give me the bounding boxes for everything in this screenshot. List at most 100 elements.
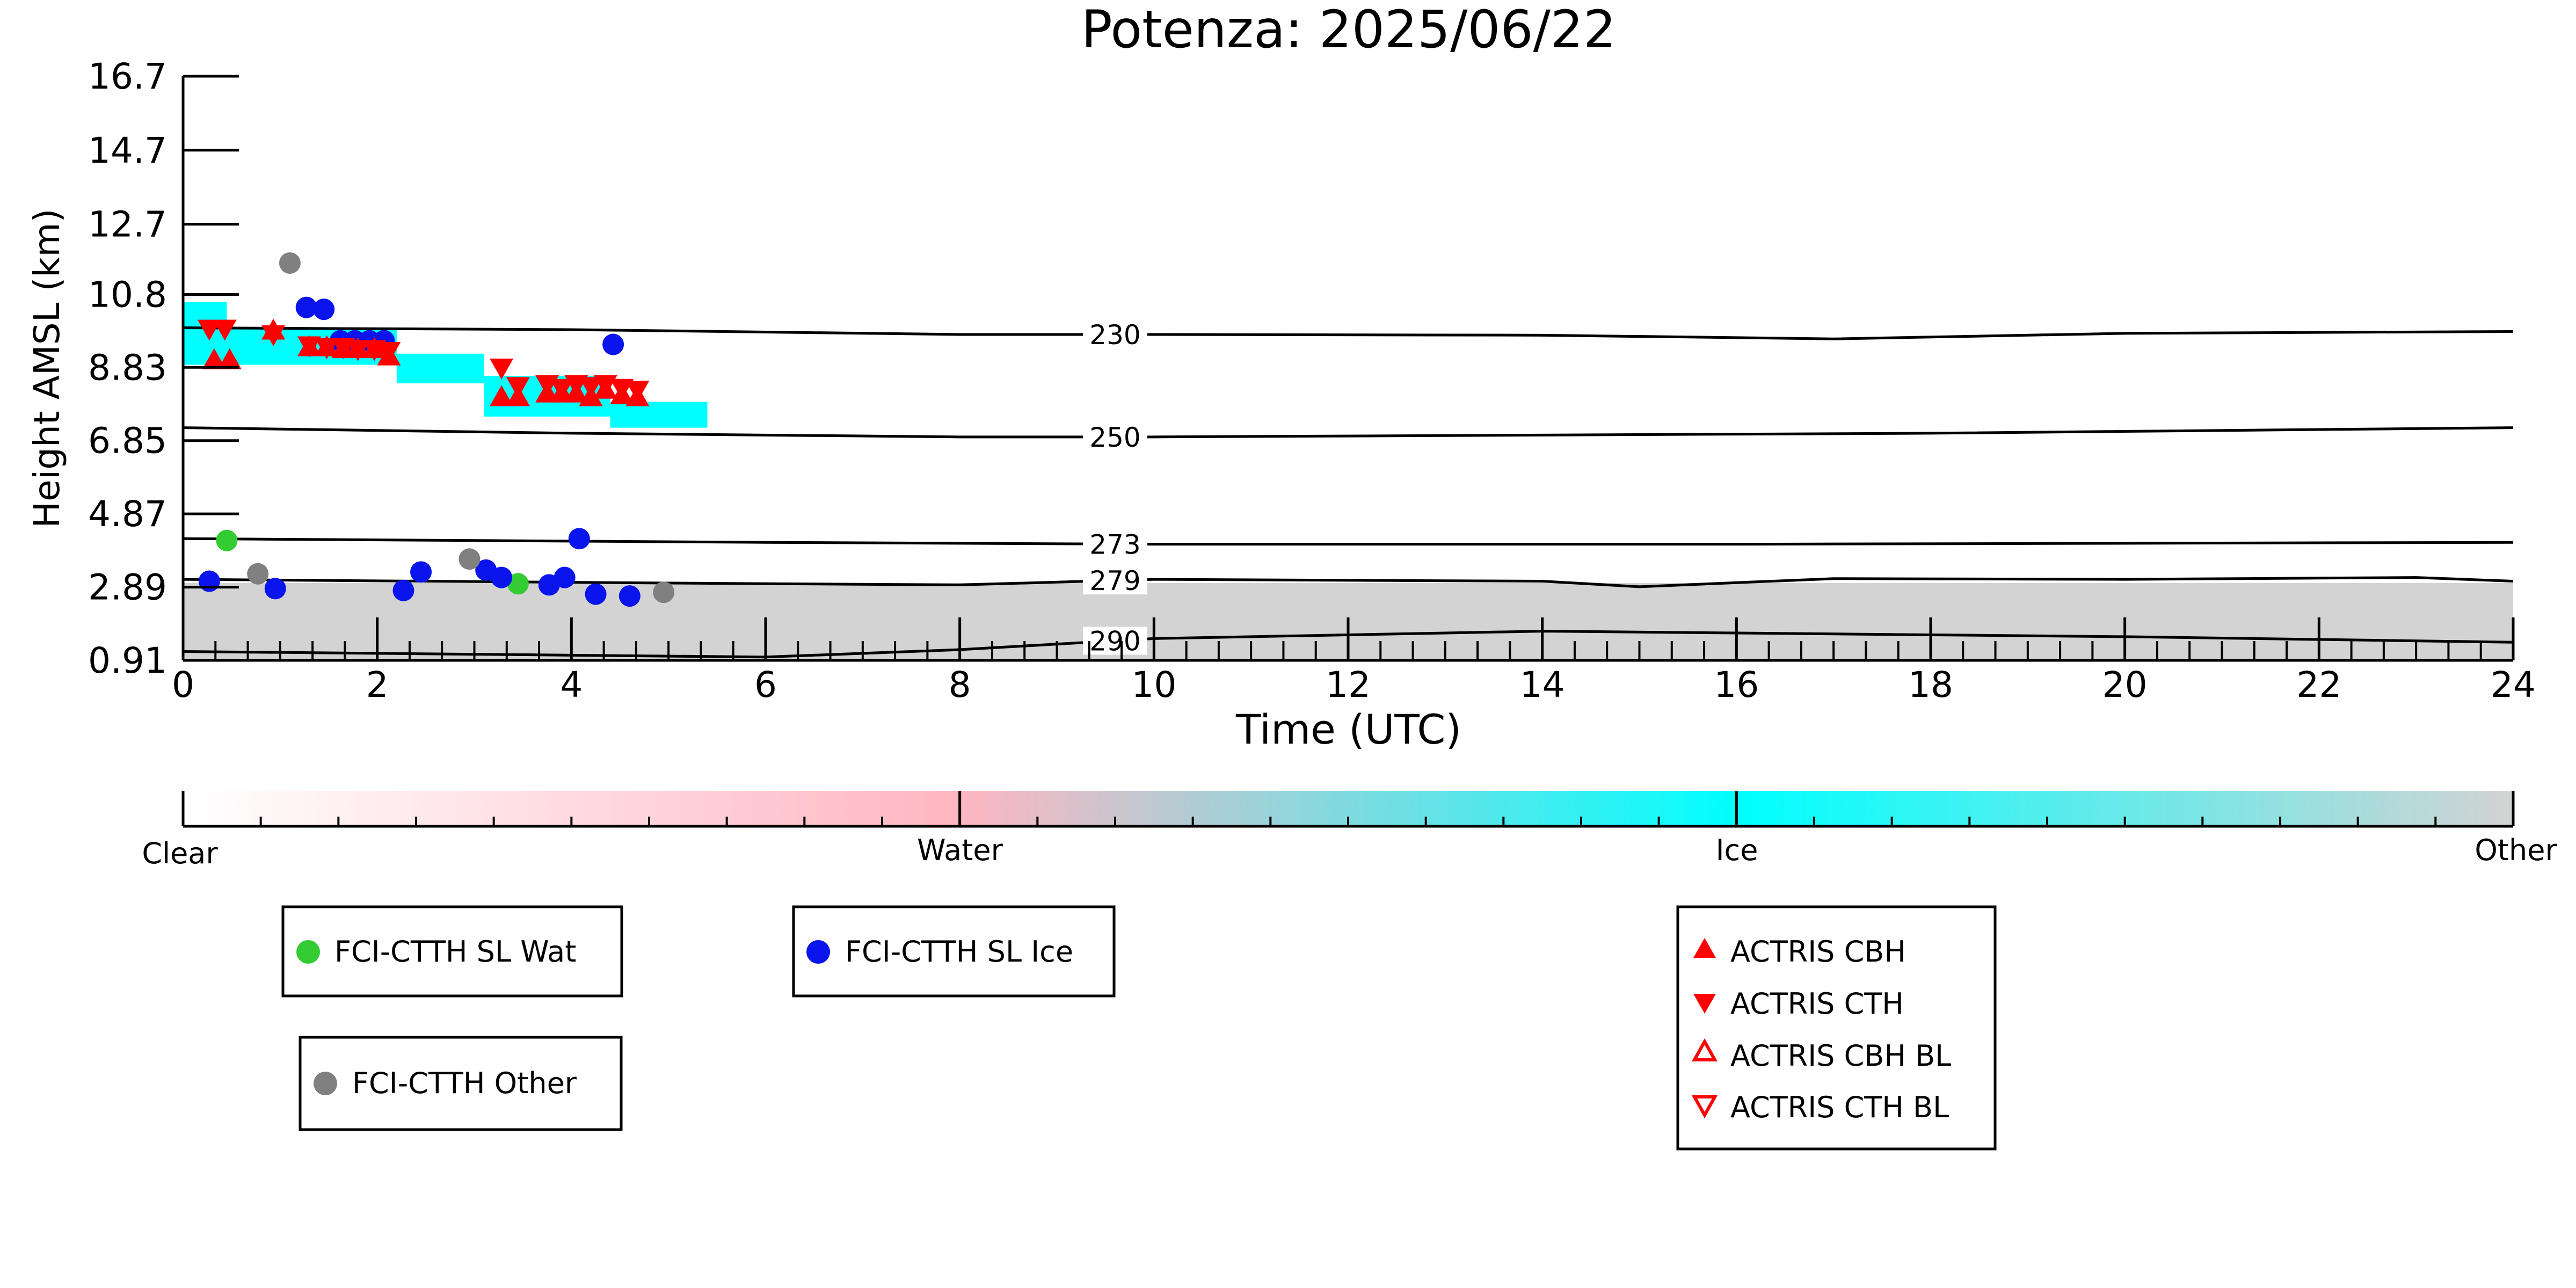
legend-marker-actris-cbh (1693, 938, 1716, 958)
legend-marker-actris-cbh-bl (1691, 1038, 1718, 1061)
legend-label-actris-cth: ACTRIS CTH (1730, 987, 1904, 1021)
marker-circle (585, 583, 607, 605)
isotherm-label: 279 (1089, 565, 1140, 596)
legend-label-wat: FCI-CTTH SL Wat (334, 935, 576, 969)
colorbar-label-ice: Ice (1716, 833, 1758, 867)
legend-wat: FCI-CTTH SL Wat (281, 905, 623, 998)
isotherm-label-bg (1083, 627, 1147, 655)
marker-circle (392, 579, 414, 601)
marker-circle (618, 585, 641, 607)
marker-circle (198, 570, 220, 592)
colorbar-label-clear: Clear (142, 836, 218, 870)
y-tick-label: 8.83 (88, 347, 167, 388)
x-tick-label: 20 (2102, 664, 2148, 705)
ice-cloud-fills (183, 302, 708, 428)
isotherm-label: 230 (1089, 319, 1140, 351)
y-tick-label: 10.8 (88, 274, 167, 316)
chart-title: Potenza: 2025/06/22 (1081, 0, 1616, 60)
x-tick-label: 0 (172, 664, 194, 705)
x-tick-label: 12 (1326, 664, 1371, 705)
marker-triangle-up (490, 385, 514, 406)
y-tick-label: 0.91 (88, 640, 167, 681)
x-tick-label: 14 (1520, 664, 1565, 705)
y-tick-label: 2.89 (88, 567, 167, 608)
x-tick-label: 16 (1714, 664, 1759, 705)
marker-circle (602, 333, 624, 355)
isotherm-label: 250 (1089, 422, 1140, 453)
x-tick-label: 2 (366, 664, 389, 705)
marker-circle (216, 529, 238, 551)
x-tick-label: 8 (949, 664, 971, 705)
y-tick-label: 14.7 (88, 130, 167, 171)
y-tick-label: 12.7 (88, 204, 167, 245)
plot-area (183, 302, 2513, 660)
marker-circle (247, 563, 269, 585)
data-markers (197, 252, 675, 607)
isotherm-label-bg (1083, 320, 1147, 348)
legend-marker-ice (806, 940, 830, 964)
marker-triangle-down (261, 325, 286, 346)
legend-marker-actris-cth-bl (1691, 1095, 1718, 1119)
x-tick-label: 24 (2491, 664, 2536, 705)
isotherm-line (183, 576, 2513, 588)
isotherm-line (183, 326, 2513, 340)
marker-circle (295, 296, 317, 318)
legend-label-actris-cth-bl: ACTRIS CTH BL (1730, 1090, 1949, 1124)
legend-marker-other (314, 1072, 337, 1095)
legend-other: FCI-CTTH Other (299, 1036, 623, 1131)
y-tick-label: 6.85 (88, 420, 167, 462)
marker-circle (554, 566, 576, 588)
marker-circle (491, 566, 513, 588)
isotherm-line (183, 426, 2513, 439)
marker-circle (313, 299, 335, 321)
y-tick-label: 16.7 (88, 56, 167, 97)
y-axis-label: Height AMSL (km) (26, 209, 68, 528)
x-tick-label: 18 (1908, 664, 1953, 705)
marker-circle (653, 581, 675, 603)
marker-triangle-down (579, 377, 603, 398)
colorbar-label-water: Water (917, 833, 1003, 867)
legend-ice: FCI-CTTH SL Ice (792, 905, 1116, 998)
marker-circle (568, 528, 590, 550)
legend-actris: ACTRIS CBH ACTRIS CTH ACTRIS CBH BL ACTR… (1676, 905, 1997, 1151)
isotherm-label: 290 (1089, 625, 1140, 657)
x-tick-label: 10 (1131, 664, 1176, 705)
legend-label-other: FCI-CTTH Other (352, 1066, 577, 1100)
legend-label-actris-cbh-bl: ACTRIS CBH BL (1730, 1039, 1951, 1073)
isotherm-line (183, 537, 2513, 546)
y-tick-labels: 0.91 2.89 4.87 6.85 8.83 10.8 12.7 14.7 16.7 (88, 56, 167, 681)
axes (181, 75, 2515, 662)
x-tick-label: 6 (754, 664, 777, 705)
marker-triangle-up (202, 348, 226, 369)
marker-triangle-down (490, 358, 514, 380)
marker-triangle-down (197, 319, 221, 341)
x-tick-label: 4 (560, 664, 583, 705)
marker-triangle-down (625, 381, 650, 402)
isotherm-label-bg (1083, 423, 1147, 451)
marker-circle (264, 578, 286, 600)
legend-marker-wat (296, 940, 320, 964)
marker-triangle-down (550, 379, 574, 400)
marker-triangle-down (377, 341, 401, 363)
marker-triangle-down (346, 340, 370, 361)
marker-circle (507, 573, 529, 595)
marker-triangle-down (297, 336, 322, 358)
ice-cloud-region (610, 402, 708, 428)
y-tick-label: 4.87 (88, 493, 167, 535)
legend-marker-actris-cth (1693, 994, 1716, 1014)
marker-triangle-down (506, 377, 530, 398)
isotherm-label: 273 (1089, 529, 1140, 560)
isotherm-label-bg (1083, 530, 1147, 558)
x-tick-label: 22 (2296, 664, 2341, 705)
marker-circle (459, 548, 481, 570)
ice-cloud-region (396, 353, 484, 383)
colorbar-label-other: Other (2475, 833, 2557, 867)
marker-circle (410, 561, 432, 583)
colorbar: Clear Water Ice Other (142, 791, 2557, 870)
ice-cloud-region (183, 302, 227, 365)
x-tick-labels: 0 2 4 6 8 10 12 14 16 18 20 22 24 (172, 664, 2536, 705)
legend-label-ice: FCI-CTTH SL Ice (845, 935, 1073, 969)
legend-label-actris-cbh: ACTRIS CBH (1730, 935, 1906, 969)
isotherm-label-bg (1083, 566, 1147, 595)
